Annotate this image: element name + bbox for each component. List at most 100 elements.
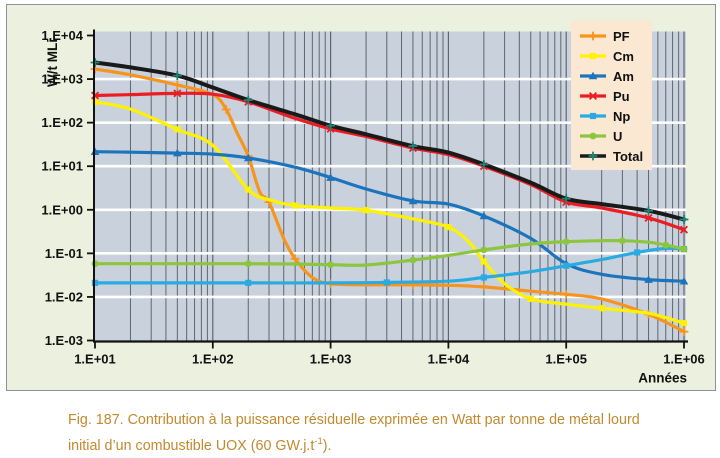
legend-label-Np: Np bbox=[613, 108, 631, 124]
legend-marker-PF bbox=[588, 31, 598, 41]
y-tick-label: 1.E-03 bbox=[45, 333, 83, 348]
series-marker-Am bbox=[173, 148, 182, 157]
series-marker-Pu bbox=[679, 225, 689, 234]
series-marker-Np bbox=[383, 279, 390, 286]
legend-label-PF: PF bbox=[613, 28, 630, 44]
legend-label-Am: Am bbox=[613, 68, 634, 84]
series-marker-Cm bbox=[527, 295, 534, 303]
y-tick-label: 1.E+01 bbox=[41, 159, 83, 174]
series-marker-Total bbox=[243, 95, 253, 105]
legend-label-U: U bbox=[613, 128, 623, 144]
legend-marker-Cm bbox=[589, 52, 597, 60]
legend-item-Am: Am bbox=[578, 66, 652, 86]
series-line-Am bbox=[93, 150, 686, 283]
series-marker-PF bbox=[561, 289, 571, 299]
y-axis-title: W/t MLi bbox=[45, 39, 60, 87]
series-marker-Total bbox=[326, 121, 335, 131]
caption-line1: Fig. 187. Contribution à la puissance ré… bbox=[68, 412, 640, 428]
x-tick-label: 1.E+05 bbox=[545, 352, 587, 367]
series-marker-PF bbox=[172, 80, 182, 90]
legend-swatch-Total bbox=[580, 151, 606, 161]
series-marker-Cm bbox=[292, 202, 299, 209]
series-marker-U bbox=[244, 260, 252, 268]
legend-item-Pu: Pu bbox=[578, 86, 652, 106]
legend-swatch-Pu bbox=[580, 91, 606, 101]
series-marker-Np bbox=[480, 274, 487, 281]
series-marker-Total bbox=[408, 141, 418, 151]
series-marker-Cm bbox=[362, 207, 370, 214]
legend-marker-Np bbox=[589, 112, 597, 120]
series-line-PF bbox=[93, 67, 686, 334]
series-marker-Am bbox=[479, 211, 489, 220]
legend-item-Cm: Cm bbox=[578, 46, 652, 66]
series-marker-Am bbox=[326, 173, 335, 181]
y-tick-label: 1.E+00 bbox=[41, 202, 83, 217]
legend-label-Cm: Cm bbox=[613, 48, 634, 64]
series-marker-Cm bbox=[598, 305, 605, 312]
series-marker-Np bbox=[634, 249, 641, 256]
legend-marker-Total bbox=[588, 151, 598, 161]
series-marker-PF bbox=[290, 254, 300, 264]
y-tick-label: 1.E+03 bbox=[41, 72, 83, 87]
legend-item-PF: PF bbox=[578, 26, 652, 46]
series-marker-Np bbox=[245, 279, 252, 286]
legend-marker-Am bbox=[588, 71, 598, 80]
y-tick-label: 1.E+02 bbox=[41, 115, 83, 130]
series-marker-Cm bbox=[680, 320, 688, 327]
legend-marker-U bbox=[589, 132, 597, 140]
series-line-Pu bbox=[93, 91, 686, 232]
series-marker-U bbox=[619, 237, 626, 245]
series-marker-PF bbox=[221, 105, 231, 114]
series-marker-Total bbox=[172, 71, 182, 81]
legend-swatch-U bbox=[580, 132, 606, 140]
series-marker-U bbox=[680, 245, 688, 253]
series-line-U bbox=[93, 238, 686, 267]
series-marker-Total bbox=[679, 215, 689, 224]
series-marker-Pu bbox=[644, 213, 653, 222]
legend-item-Np: Np bbox=[578, 106, 652, 126]
series-marker-Cm bbox=[174, 126, 181, 133]
series-marker-Cm bbox=[445, 224, 452, 231]
legend-swatch-Cm bbox=[580, 52, 606, 60]
series-marker-Am bbox=[408, 196, 418, 205]
series-marker-Np bbox=[563, 262, 570, 269]
series-marker-Am bbox=[243, 153, 253, 162]
series-marker-U bbox=[327, 261, 334, 269]
legend-item-U: U bbox=[578, 126, 652, 146]
x-tick-label: 1.E+03 bbox=[310, 352, 352, 367]
legend-swatch-PF bbox=[580, 31, 606, 41]
series-marker-U bbox=[662, 241, 670, 249]
y-tick-label: 1.E-02 bbox=[45, 289, 83, 304]
series-marker-PF bbox=[479, 282, 489, 292]
series-marker-Total bbox=[561, 194, 571, 204]
series-line-Total bbox=[93, 60, 686, 222]
figure-caption: Fig. 187. Contribution à la puissance ré… bbox=[68, 409, 698, 457]
series-marker-Pu bbox=[173, 89, 182, 98]
legend-label-Total: Total bbox=[613, 148, 644, 164]
series-marker-Total bbox=[479, 160, 489, 169]
legend-item-Total: Total bbox=[578, 146, 652, 166]
caption-line2: initial d’un combustible UOX (60 GW.j.t-… bbox=[68, 431, 698, 457]
series-marker-Cm bbox=[245, 186, 252, 193]
series-marker-Total bbox=[644, 206, 653, 216]
legend-marker-Pu bbox=[588, 91, 598, 101]
x-tick-label: 1.E+01 bbox=[74, 352, 116, 367]
legend-swatch-Np bbox=[580, 112, 606, 120]
x-axis-title: Années bbox=[638, 371, 687, 386]
series-line-Cm bbox=[93, 100, 686, 325]
y-tick-label: 1.E-01 bbox=[45, 246, 83, 261]
series-marker-Am bbox=[679, 276, 689, 285]
x-tick-label: 1.E+06 bbox=[663, 352, 705, 367]
legend-label-Pu: Pu bbox=[613, 88, 630, 104]
series-marker-U bbox=[562, 238, 570, 246]
y-tick-label: 1.E+04 bbox=[41, 28, 83, 43]
series-marker-U bbox=[480, 246, 488, 254]
series-marker-Am bbox=[644, 275, 653, 283]
series-marker-PF bbox=[679, 327, 689, 337]
series-marker-Cm bbox=[480, 258, 487, 265]
caption-line2-text: initial d’un combustible UOX (60 GW.j.t bbox=[68, 437, 315, 454]
caption-line2-suffix: ). bbox=[322, 437, 332, 454]
chart-legend: PF Cm Am Pu Np U Total bbox=[571, 20, 652, 170]
legend-swatch-Am bbox=[580, 71, 606, 80]
x-tick-label: 1.E+02 bbox=[192, 352, 234, 367]
